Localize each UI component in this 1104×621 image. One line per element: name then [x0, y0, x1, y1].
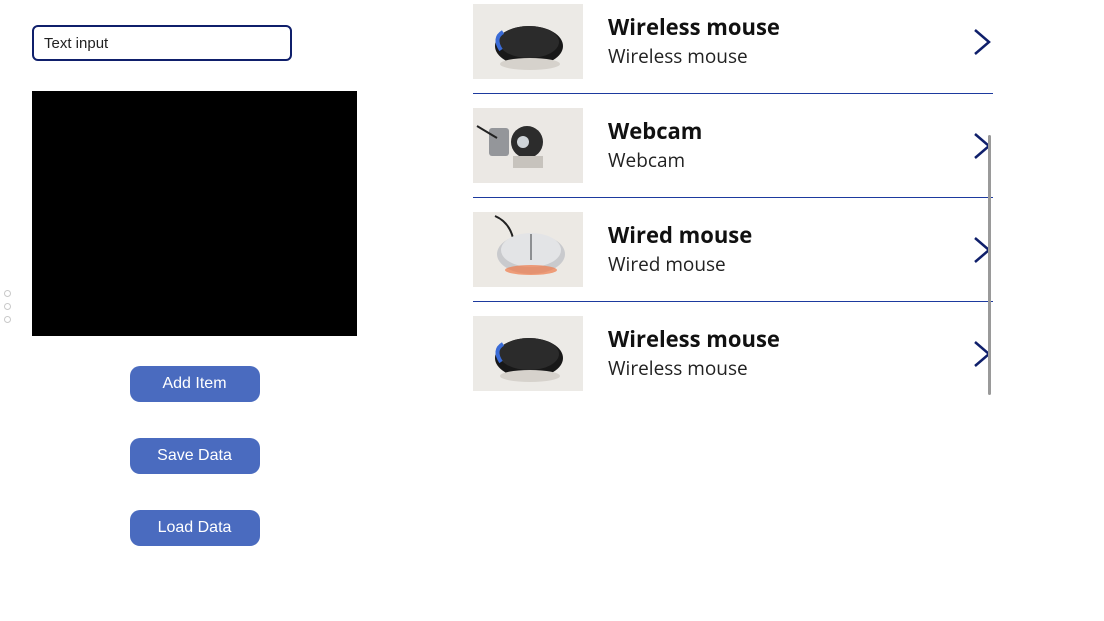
item-text: Wireless mouse Wireless mouse [608, 14, 961, 68]
load-data-button[interactable]: Load Data [130, 510, 260, 546]
item-title: Webcam [608, 118, 961, 144]
button-stack: Add Item Save Data Load Data [32, 366, 357, 546]
item-text: Webcam Webcam [608, 118, 961, 172]
scrollbar-thumb[interactable] [988, 135, 991, 395]
item-subtitle: Wireless mouse [608, 355, 961, 381]
add-item-button[interactable]: Add Item [130, 366, 260, 402]
item-name-input[interactable] [32, 25, 292, 61]
list-item[interactable]: Wireless mouse Wireless mouse [473, 0, 993, 94]
item-title: Wired mouse [608, 222, 961, 248]
item-thumbnail [473, 316, 583, 391]
item-thumbnail [473, 212, 583, 287]
dot [4, 303, 11, 310]
item-thumbnail [473, 108, 583, 183]
item-thumbnail [473, 4, 583, 79]
wireless-mouse-icon [473, 316, 583, 391]
item-title: Wireless mouse [608, 14, 961, 40]
item-subtitle: Webcam [608, 147, 961, 173]
list-item[interactable]: Webcam Webcam [473, 94, 993, 198]
item-title: Wireless mouse [608, 326, 961, 352]
item-text: Wired mouse Wired mouse [608, 222, 961, 276]
camera-preview [32, 91, 357, 336]
webcam-icon [473, 108, 583, 183]
list-item[interactable]: Wireless mouse Wireless mouse [473, 302, 993, 405]
save-data-button[interactable]: Save Data [130, 438, 260, 474]
list-item[interactable]: Wired mouse Wired mouse [473, 198, 993, 302]
slide-indicator-dots [4, 290, 11, 323]
dot [4, 290, 11, 297]
chevron-right-icon[interactable] [971, 26, 993, 58]
item-subtitle: Wireless mouse [608, 43, 961, 69]
wired-mouse-icon [473, 212, 583, 287]
wireless-mouse-icon [473, 4, 583, 79]
item-list[interactable]: Wireless mouse Wireless mouse Webcam Web… [473, 0, 993, 405]
item-text: Wireless mouse Wireless mouse [608, 326, 961, 380]
left-pane: Add Item Save Data Load Data [32, 25, 357, 546]
item-subtitle: Wired mouse [608, 251, 961, 277]
dot [4, 316, 11, 323]
